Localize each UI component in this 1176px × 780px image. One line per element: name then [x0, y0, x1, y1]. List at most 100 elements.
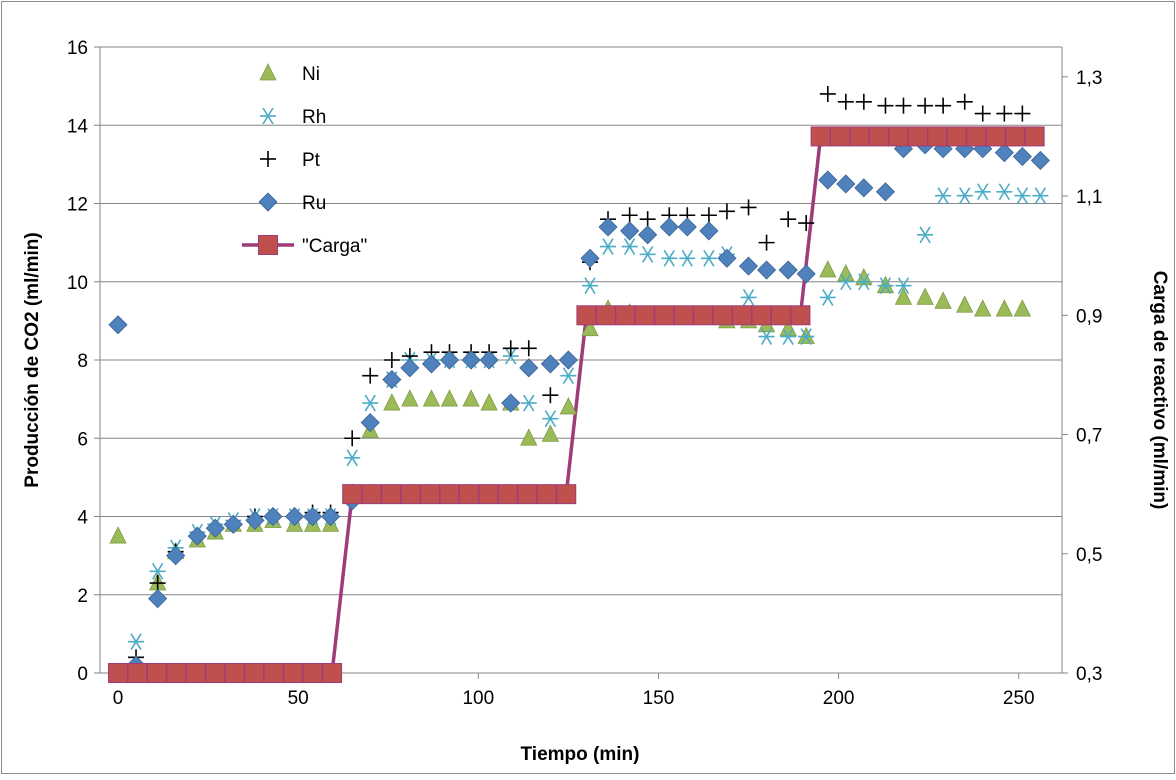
point-carga	[634, 305, 655, 326]
point-rh	[996, 183, 1013, 201]
point-ni	[383, 393, 401, 411]
point-pt	[383, 352, 400, 368]
point-carga	[458, 484, 479, 505]
point-pt	[895, 97, 912, 114]
point-ru	[284, 506, 305, 527]
point-rh	[819, 288, 836, 306]
x-tick-label: 50	[288, 688, 309, 709]
point-carga	[224, 663, 245, 683]
point-rh-stroke	[130, 633, 142, 651]
point-rh-stroke	[544, 410, 557, 428]
point-ni	[480, 393, 498, 411]
point-rh-stroke	[760, 328, 773, 345]
point-rh-stroke	[800, 328, 812, 345]
legend-label-ru: Ru	[302, 193, 326, 214]
point-carga	[751, 305, 772, 326]
point-ni	[974, 299, 992, 317]
point-carga	[127, 663, 148, 683]
point-ru	[638, 225, 658, 245]
legend-marker-pt	[260, 151, 276, 167]
point-pt	[877, 97, 894, 114]
point-rh	[877, 277, 894, 295]
point-carga	[810, 126, 831, 147]
point-rh	[679, 249, 696, 267]
point-rh-stroke	[919, 226, 931, 244]
point-ru	[245, 510, 265, 530]
point-carga	[263, 663, 284, 683]
point-rh-stroke	[742, 288, 755, 306]
point-carga	[946, 126, 967, 147]
point-ru	[620, 221, 640, 241]
point-ru	[994, 143, 1014, 163]
point-ru	[836, 174, 856, 194]
point-rh	[956, 187, 973, 205]
point-pt	[780, 211, 797, 228]
point-ru	[756, 260, 777, 280]
point-carga	[1005, 126, 1026, 147]
point-rh-stroke	[959, 187, 971, 205]
point-pt	[740, 199, 757, 216]
point-carga	[108, 663, 129, 683]
point-ni	[422, 389, 441, 407]
point-ru	[501, 393, 521, 413]
point-rh	[758, 328, 775, 345]
point-ru	[1030, 150, 1050, 171]
y2-tick-label: 1,1	[1076, 187, 1102, 208]
point-ru	[166, 546, 186, 566]
point-rh-stroke	[623, 238, 636, 255]
legend-marker-ni	[259, 63, 277, 81]
point-ru	[187, 526, 207, 546]
point-carga	[985, 126, 1006, 147]
axis-layer: 0 2 4 6 8 10 12 14 16 0,3 0,5 0,7 0,9 1,1 1,3 0 50 100 150…	[67, 38, 1103, 709]
point-rh-stroke	[562, 367, 575, 385]
point-rh	[1032, 187, 1049, 205]
point-carga	[595, 305, 616, 326]
point-rh-stroke	[1034, 187, 1047, 205]
point-ru	[263, 506, 283, 527]
point-rh	[917, 226, 934, 244]
point-carga	[478, 484, 499, 505]
point-rh-stroke	[663, 249, 675, 267]
y-tick-label: 14	[67, 116, 89, 137]
y-axis-title: Producción de CO2 (ml/min)	[22, 232, 43, 487]
point-pt	[700, 207, 717, 224]
point-ru	[738, 256, 759, 276]
y2-tick-label: 0,9	[1076, 306, 1102, 327]
point-ru	[479, 350, 499, 370]
point-carga	[907, 126, 928, 147]
point-ru	[558, 350, 578, 370]
point-rh	[362, 394, 379, 412]
point-carga	[205, 663, 226, 683]
point-pt	[798, 215, 815, 232]
point-carga	[439, 484, 460, 505]
point-rh-stroke	[822, 288, 834, 306]
point-ni	[934, 291, 952, 309]
point-ru	[223, 514, 243, 534]
point-rh	[700, 249, 717, 267]
point-carga	[1024, 126, 1045, 147]
point-rh	[855, 273, 872, 291]
point-carga	[302, 663, 323, 683]
point-rh	[974, 183, 991, 201]
point-ni	[401, 389, 419, 407]
y2-tick-label: 0,3	[1076, 664, 1102, 685]
point-rh	[542, 410, 559, 428]
point-rh	[582, 277, 599, 295]
point-rh	[128, 633, 145, 651]
marker-layer	[108, 85, 1050, 683]
point-rh	[661, 249, 678, 267]
point-pt	[502, 340, 519, 357]
point-rh-stroke	[584, 277, 596, 295]
point-ni	[995, 299, 1013, 317]
point-carga	[400, 484, 421, 505]
point-pt	[917, 97, 934, 114]
point-ni	[520, 428, 538, 446]
point-ru	[699, 221, 719, 241]
point-rh-stroke	[641, 245, 654, 263]
point-rh	[621, 238, 638, 255]
point-ru	[205, 518, 225, 538]
point-rh-stroke	[346, 449, 358, 467]
point-ni	[956, 295, 974, 313]
point-pt	[718, 203, 735, 220]
